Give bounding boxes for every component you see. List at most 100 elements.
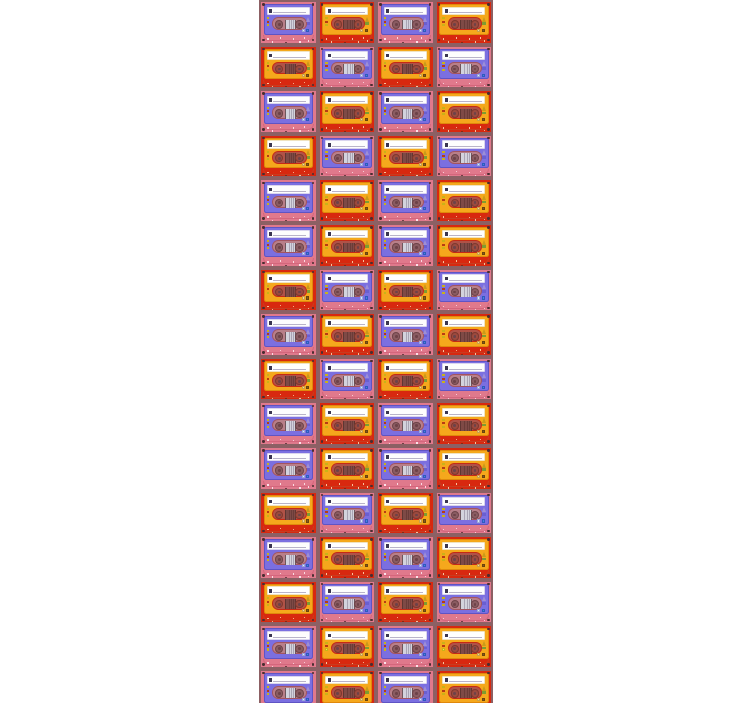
reel-hub-right-icon: [470, 154, 480, 163]
corner-screw-icon: [262, 47, 265, 51]
corner-screw-icon: [428, 449, 432, 452]
spool-tick: [291, 599, 292, 610]
speckle-dot: [389, 219, 391, 221]
side-indicator-dots: [266, 597, 270, 606]
label-write-line: [390, 190, 424, 192]
reel-hub-right-icon: [295, 154, 304, 163]
triangle-marker-icon: [364, 373, 369, 379]
square-marker-icon: [306, 691, 310, 694]
spool-tick: [291, 510, 292, 520]
tape-spool: [460, 376, 472, 387]
speckle-dot: [330, 308, 332, 311]
speckle-dot: [330, 442, 332, 444]
cassette-shadow-arc: [380, 480, 431, 487]
speckle-dot: [447, 264, 449, 266]
corner-screw-icon: [262, 672, 265, 675]
speckle-dot: [483, 530, 485, 533]
cassette-body: [322, 271, 372, 303]
corner-screw-icon: [320, 226, 324, 229]
square-marker-icon: [423, 646, 427, 650]
indicator-dot: [383, 24, 387, 27]
speckle-dot: [410, 127, 412, 129]
cassette-shadow-arc: [380, 347, 431, 354]
indicator-dot: [383, 68, 387, 71]
speckle-dot: [362, 661, 364, 663]
cassette-badges: [301, 162, 310, 166]
speckle-dot: [267, 617, 269, 620]
spool-tick: [466, 287, 468, 297]
label-write-line: [390, 368, 424, 370]
cassette-badge-icon: [423, 162, 427, 166]
speckle-dot: [357, 174, 359, 177]
speckle-dot: [366, 85, 368, 87]
side-marker-icons: [364, 150, 369, 159]
corner-screw-icon: [379, 404, 382, 407]
indicator-dot: [325, 288, 328, 291]
label-corner-square-icon: [269, 544, 273, 548]
speckle-dot: [285, 130, 287, 133]
tape-spool: [460, 599, 472, 610]
spool-tick: [293, 153, 295, 164]
speckle-dot: [308, 352, 310, 354]
label-corner-square-icon: [386, 410, 390, 415]
triangle-marker-icon: [423, 373, 428, 379]
speckle-dot: [293, 528, 295, 531]
speckle-dot: [293, 38, 295, 40]
speckle-dot: [362, 483, 364, 485]
cassette-tile: [376, 0, 435, 45]
side-indicator-dots: [325, 151, 328, 161]
spool-tick: [466, 64, 468, 74]
cassette-badges: [477, 162, 485, 166]
label-corner-square-icon: [444, 544, 448, 548]
corner-screw-icon: [379, 529, 382, 532]
tape-window: [389, 150, 424, 164]
spool-tick: [468, 242, 470, 253]
triangle-marker-icon: [364, 61, 369, 67]
speckle-dot: [280, 82, 282, 84]
side-marker-icons: [364, 194, 369, 204]
corner-screw-icon: [370, 270, 373, 274]
cassette-badge-icon: [301, 296, 305, 300]
square-marker-icon: [482, 379, 486, 382]
label-corner-square-icon: [444, 187, 448, 192]
label-corner-square-icon: [444, 276, 448, 281]
spool-tick: [351, 64, 353, 74]
label-corner-square-icon: [386, 588, 390, 593]
side-indicator-dots: [266, 641, 270, 651]
spool-tick: [293, 420, 295, 431]
tape-window: [447, 240, 483, 253]
cassette-tile: [259, 178, 318, 223]
reel-hub-left-icon: [450, 555, 459, 564]
speckle-dot: [362, 260, 364, 262]
speckle-dot: [362, 171, 364, 173]
tape-window: [447, 106, 483, 119]
cassette-badge-icon: [360, 519, 364, 523]
cassette-body: [322, 4, 372, 35]
indicator-dot: [266, 24, 270, 27]
speckle-dot: [455, 438, 457, 440]
cassette-tile: [376, 401, 435, 446]
cassette-tile: [376, 579, 435, 625]
corner-screw-icon: [379, 306, 382, 309]
cassette-label-strip: [325, 675, 369, 685]
square-marker-icon: [482, 646, 486, 650]
speckle-dot: [389, 85, 391, 88]
side-indicator-dots: [325, 329, 328, 339]
cassette-badges: [418, 296, 427, 300]
indicator-dot: [442, 195, 445, 198]
speckle-dot: [325, 350, 328, 352]
spool-tick: [288, 153, 290, 164]
spool-tick: [464, 510, 466, 520]
spool-tick: [466, 376, 468, 387]
corner-screw-icon: [437, 627, 441, 630]
reel-hub-left-icon: [450, 510, 459, 520]
speckle-dot: [267, 528, 269, 531]
indicator-dot: [442, 113, 445, 116]
spool-tick: [349, 376, 351, 387]
speckle-dot: [362, 394, 364, 396]
label-write-line: [331, 547, 365, 549]
indicator-dot: [266, 641, 270, 644]
cassette-body: [263, 4, 313, 35]
corner-screw-icon: [437, 172, 441, 176]
cassette-label-strip: [442, 452, 486, 462]
